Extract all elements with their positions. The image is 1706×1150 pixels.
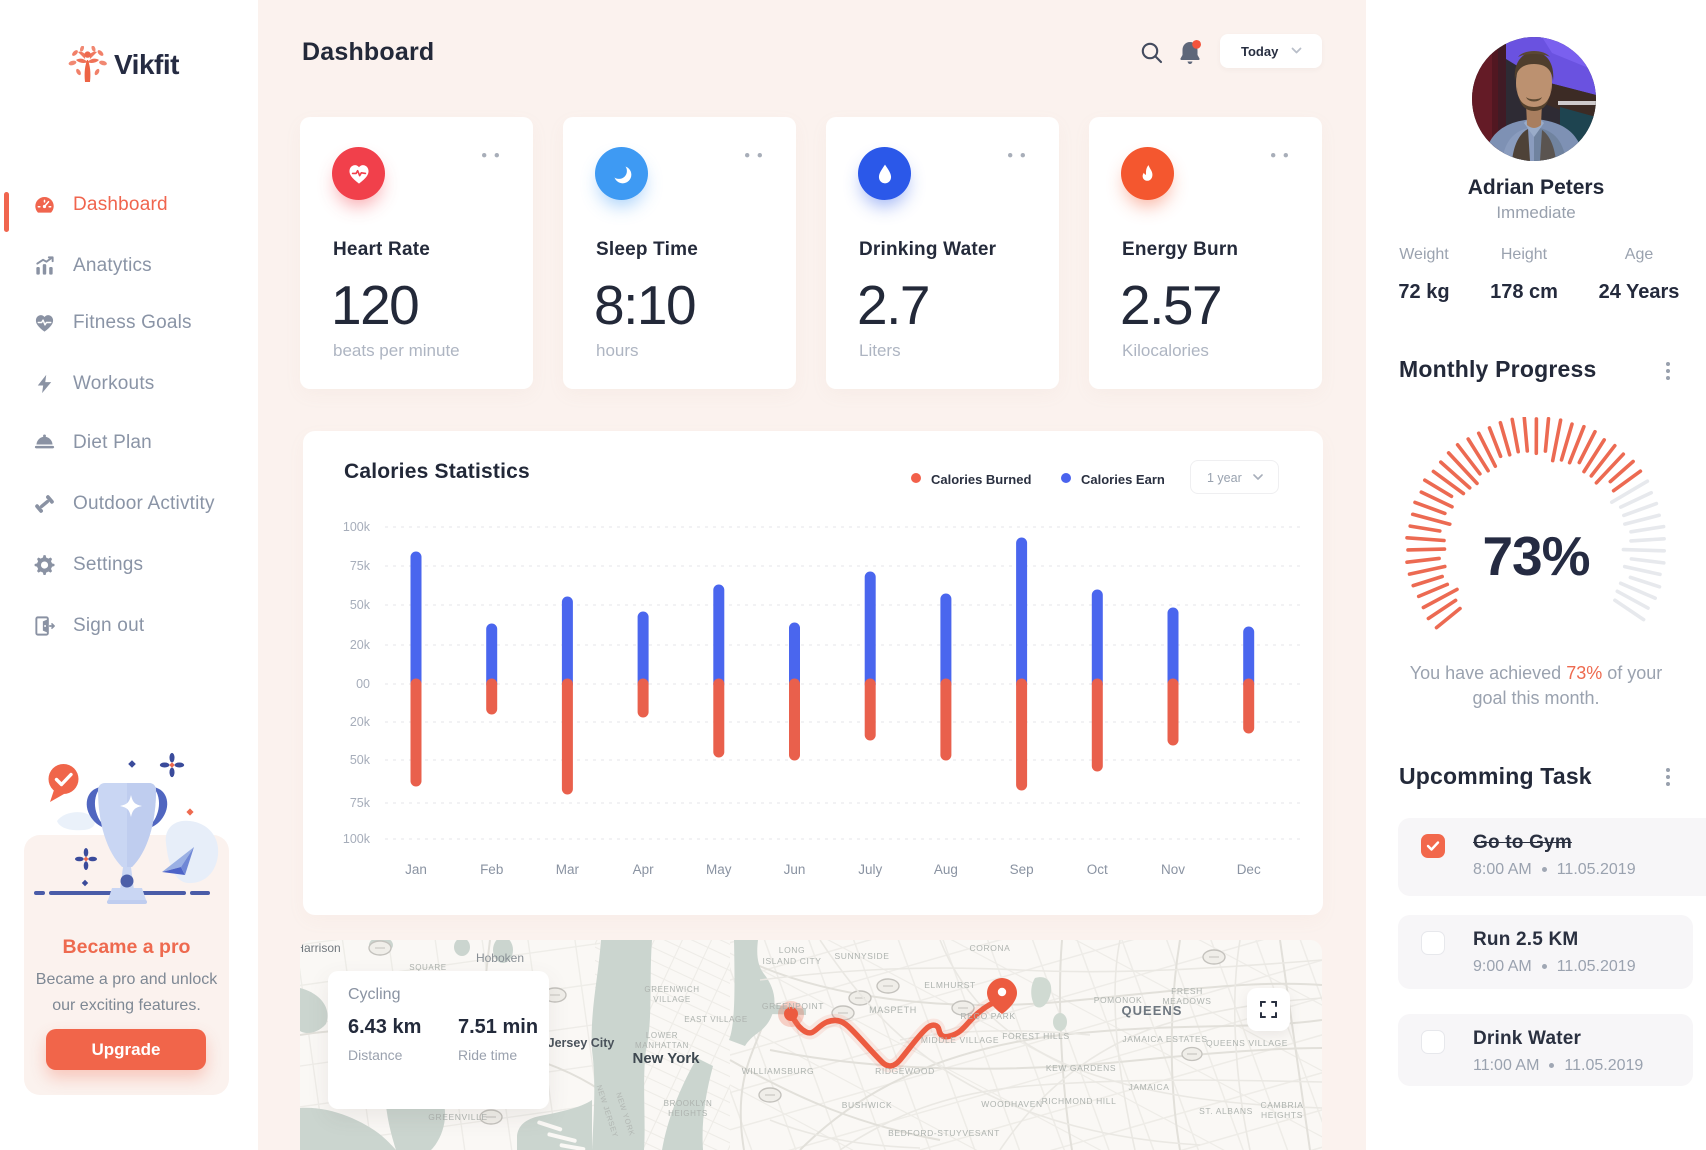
svg-text:JAMAICA: JAMAICA (1128, 1082, 1169, 1092)
svg-text:Apr: Apr (633, 862, 655, 877)
svg-text:RIDGEWOOD: RIDGEWOOD (875, 1066, 935, 1076)
svg-text:ISLAND CITY: ISLAND CITY (762, 956, 821, 966)
svg-text:CAMBRIA: CAMBRIA (1261, 1100, 1304, 1110)
svg-text:LOWER: LOWER (646, 1031, 678, 1040)
svg-text:75k: 75k (350, 559, 371, 573)
svg-text:POMONOK: POMONOK (1094, 995, 1143, 1005)
svg-text:BEDFORD-STUYVESANT: BEDFORD-STUYVESANT (888, 1128, 1000, 1138)
svg-text:CORONA: CORONA (970, 943, 1011, 953)
svg-text:Jan: Jan (405, 862, 427, 877)
svg-text:100k: 100k (343, 832, 371, 846)
svg-text:BUSHWICK: BUSHWICK (842, 1100, 893, 1110)
svg-text:HEIGHTS: HEIGHTS (1261, 1110, 1303, 1120)
svg-text:MANHATTAN: MANHATTAN (635, 1041, 689, 1050)
svg-text:BROOKLYN: BROOKLYN (664, 1099, 713, 1108)
svg-text:RICHMOND HILL: RICHMOND HILL (1042, 1096, 1117, 1106)
svg-text:GREENWICH: GREENWICH (644, 985, 699, 994)
svg-text:Mar: Mar (556, 862, 580, 877)
svg-text:50k: 50k (350, 753, 371, 767)
svg-text:SUNNYSIDE: SUNNYSIDE (835, 951, 890, 961)
svg-text:July: July (858, 862, 882, 877)
svg-text:May: May (706, 862, 732, 877)
svg-text:MIDDLE VILLAGE: MIDDLE VILLAGE (921, 1035, 999, 1045)
svg-text:20k: 20k (350, 715, 371, 729)
svg-text:REGO PARK: REGO PARK (960, 1011, 1015, 1021)
svg-text:New York: New York (633, 1050, 701, 1067)
svg-text:ELMHURST: ELMHURST (924, 980, 976, 990)
svg-text:WOODHAVEN: WOODHAVEN (981, 1099, 1042, 1109)
svg-text:LONG: LONG (779, 945, 806, 955)
svg-text:Jun: Jun (784, 862, 806, 877)
svg-text:75k: 75k (350, 796, 371, 810)
svg-text:MEADOWS: MEADOWS (1162, 996, 1211, 1006)
svg-text:EAST VILLAGE: EAST VILLAGE (684, 1015, 748, 1024)
svg-text:ST. ALBANS: ST. ALBANS (1199, 1106, 1253, 1116)
svg-text:00: 00 (356, 677, 370, 691)
svg-text:Harrison: Harrison (300, 941, 341, 955)
svg-text:Nov: Nov (1161, 862, 1185, 877)
svg-text:QUEENS VILLAGE: QUEENS VILLAGE (1206, 1038, 1288, 1048)
svg-text:Sep: Sep (1010, 862, 1034, 877)
svg-text:WILLIAMSBURG: WILLIAMSBURG (742, 1066, 814, 1076)
svg-text:KEW GARDENS: KEW GARDENS (1046, 1063, 1116, 1073)
svg-text:50k: 50k (350, 598, 371, 612)
svg-text:VILLAGE: VILLAGE (653, 995, 691, 1004)
svg-text:GREENVILLE: GREENVILLE (428, 1112, 487, 1122)
svg-text:Hoboken: Hoboken (476, 951, 524, 965)
svg-text:QUEENS: QUEENS (1122, 1003, 1183, 1018)
svg-text:MASPETH: MASPETH (869, 1005, 917, 1015)
svg-text:Jersey City: Jersey City (548, 1036, 615, 1050)
svg-text:Aug: Aug (934, 862, 958, 877)
svg-text:FOREST HILLS: FOREST HILLS (1002, 1031, 1070, 1041)
svg-text:Feb: Feb (480, 862, 503, 877)
svg-text:Oct: Oct (1087, 862, 1108, 877)
svg-text:JAMAICA ESTATES: JAMAICA ESTATES (1122, 1034, 1207, 1044)
svg-text:100k: 100k (343, 520, 371, 534)
svg-text:Dec: Dec (1237, 862, 1261, 877)
svg-text:GREENPOINT: GREENPOINT (762, 1001, 824, 1011)
svg-text:20k: 20k (350, 638, 371, 652)
svg-text:HEIGHTS: HEIGHTS (668, 1109, 708, 1118)
svg-text:SQUARE: SQUARE (409, 963, 446, 972)
svg-text:FRESH: FRESH (1171, 986, 1203, 996)
